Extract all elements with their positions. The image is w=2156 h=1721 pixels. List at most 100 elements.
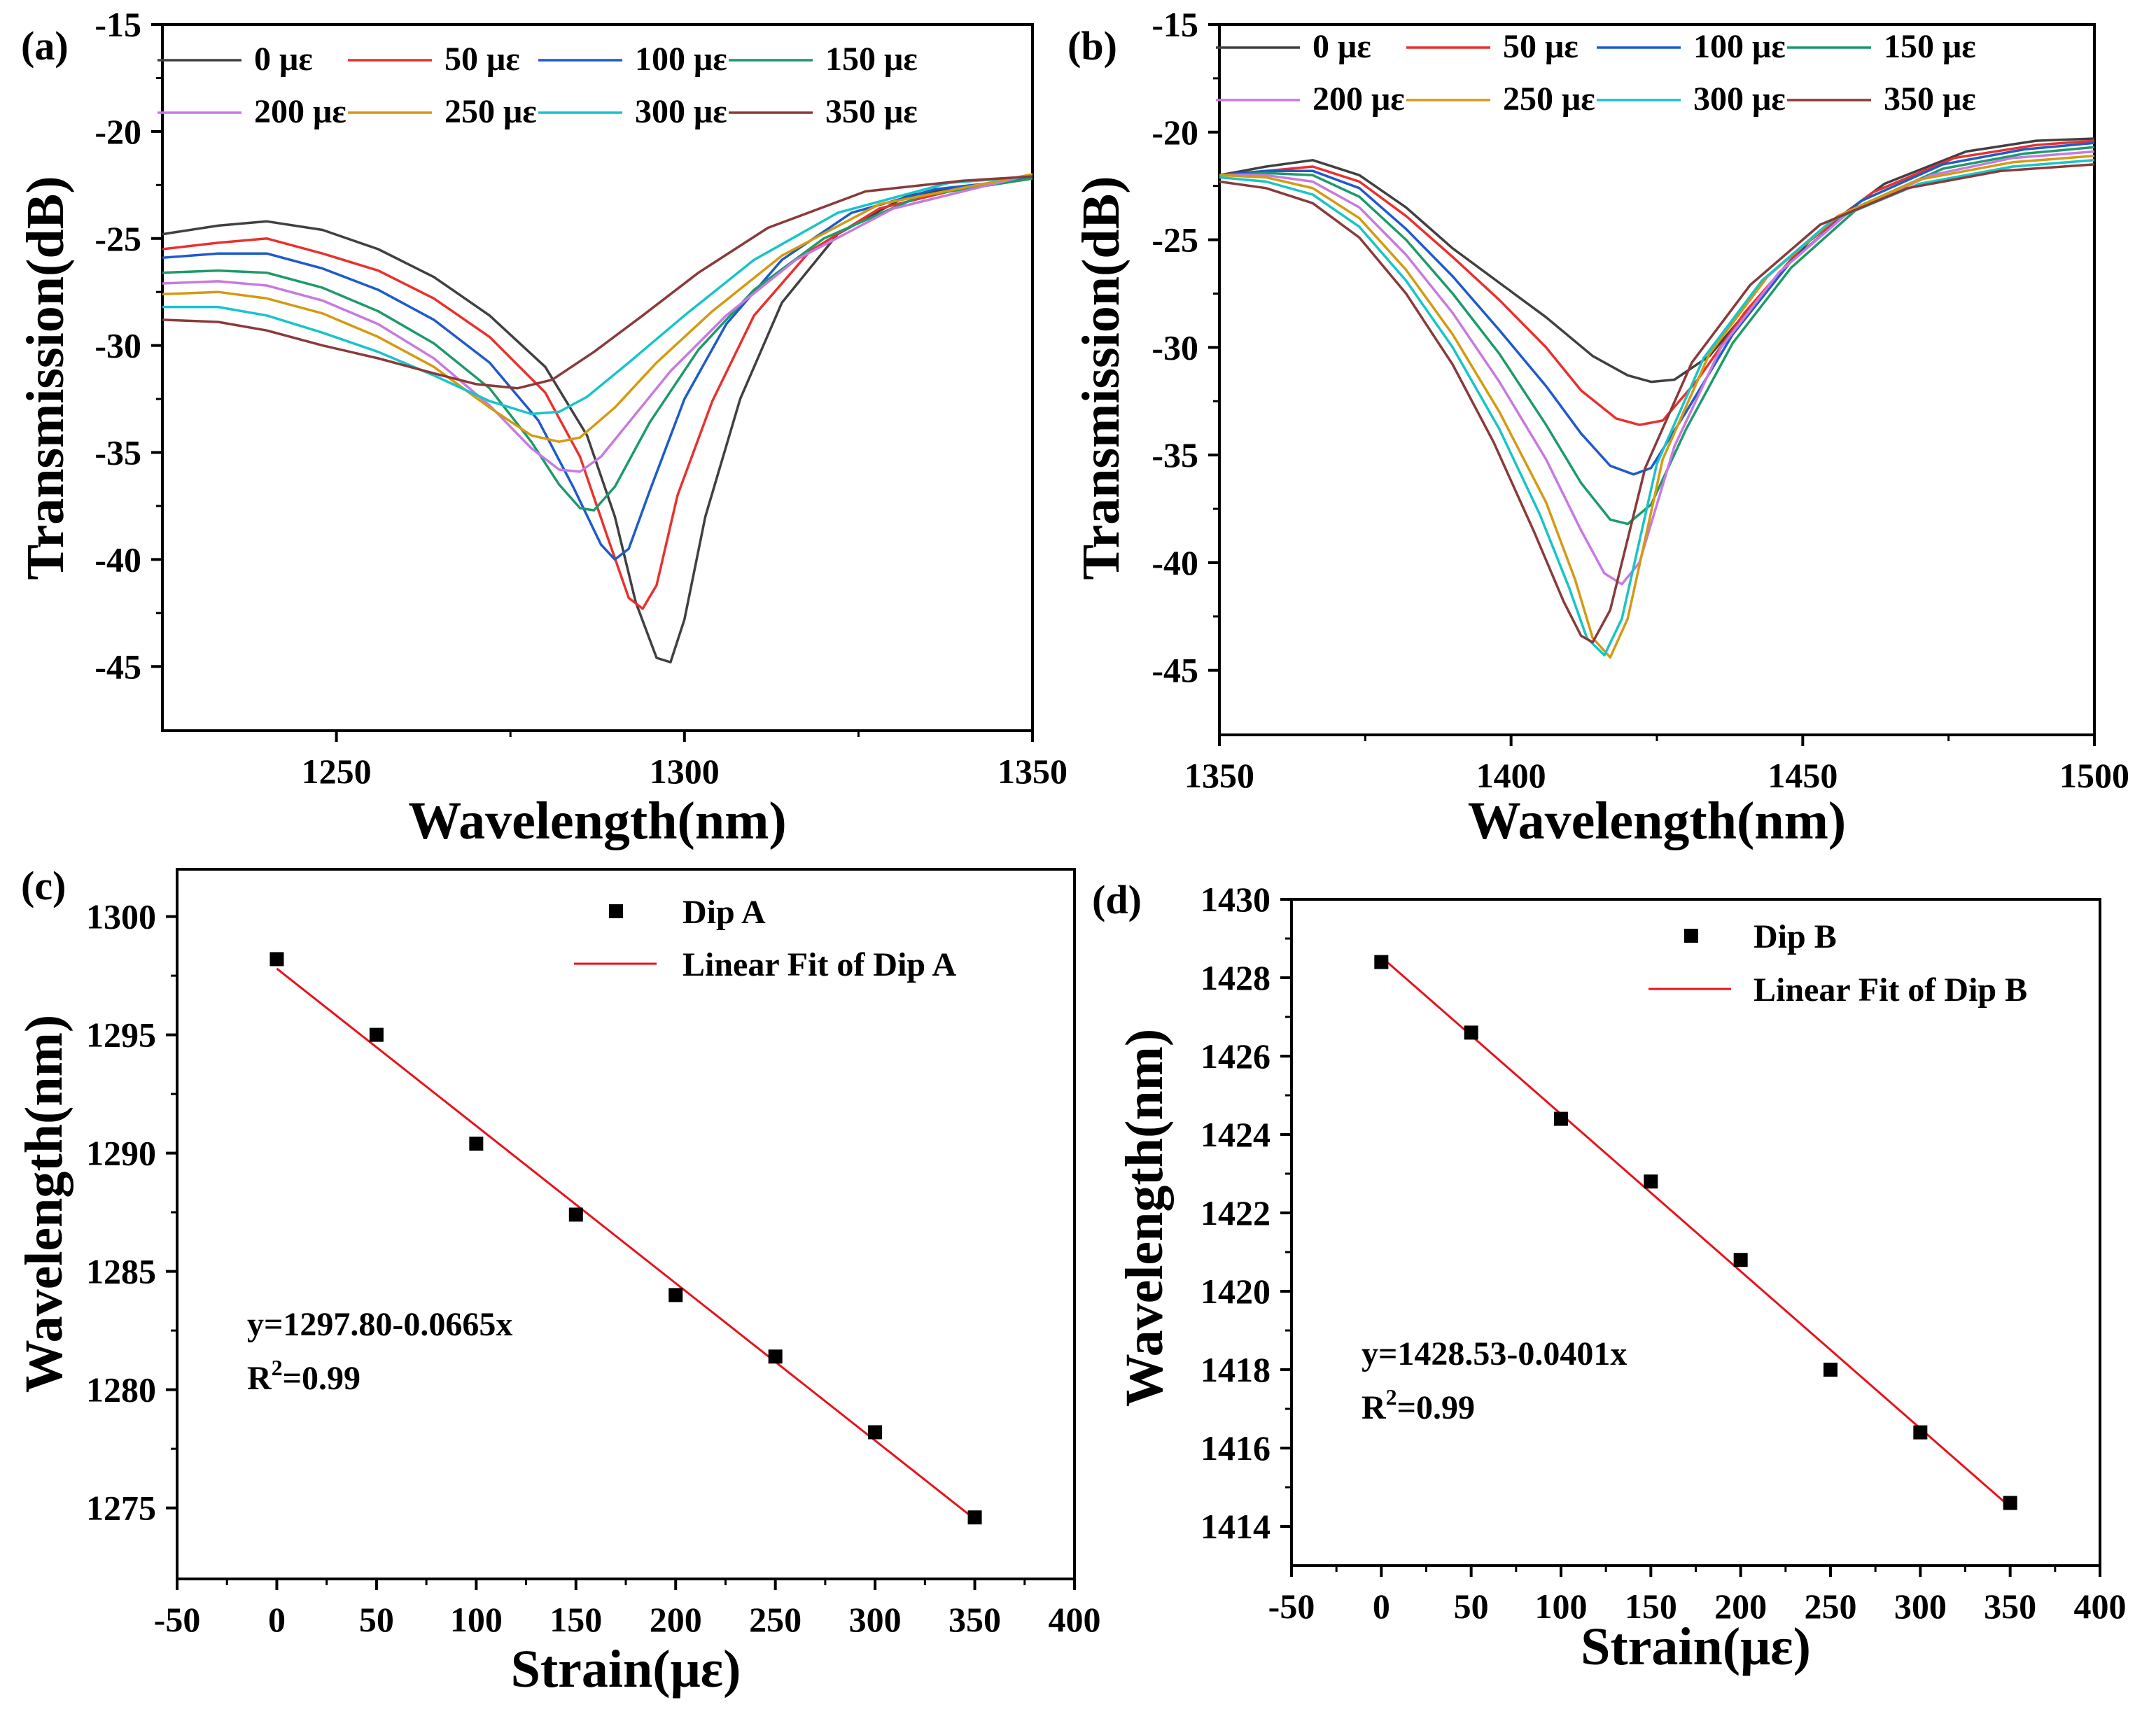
panel-1: 1350 1400 1450 1500 -15 -20 -25 -30 -35 -40 -45 Wav…: [1068, 5, 2129, 850]
x-tick-label: 1400: [1476, 756, 1546, 795]
x-tick-label: -50: [154, 1600, 201, 1639]
x-tick-label: 200: [1714, 1587, 1767, 1626]
plot-frame: [1218, 23, 2096, 736]
series-line-4: [1219, 150, 2094, 586]
legend-label-4: 200 με: [1312, 80, 1405, 118]
x-tick-label: 200: [650, 1600, 702, 1639]
y-tick-label: 1418: [1200, 1350, 1270, 1389]
legend-label-6: 300 με: [635, 93, 727, 130]
x-tick-label: 1300: [650, 752, 720, 791]
x-tick-label: -50: [1268, 1587, 1315, 1626]
y-tick-label: -45: [94, 647, 141, 686]
panel-2: -50 0 50 100 150 200 250 300 350 400 1275 1280 1285 1…: [15, 863, 1101, 1699]
series-line-2: [162, 177, 1032, 561]
y-tick-label: 1295: [86, 1016, 156, 1055]
data-point: [469, 1137, 484, 1151]
series-line-3: [162, 177, 1032, 512]
y-tick-label: -20: [1152, 113, 1198, 152]
panel-label: (d): [1092, 877, 1142, 922]
y-axis-title: Transmission(dB): [16, 176, 75, 579]
x-tick-label: 250: [1805, 1587, 1857, 1626]
y-tick-label: 1275: [86, 1489, 156, 1528]
data-point: [768, 1349, 783, 1364]
x-tick-label: 150: [550, 1600, 602, 1639]
y-tick-label: 1285: [86, 1252, 156, 1291]
series-line-7: [1219, 163, 2094, 644]
legend-label-4: 200 με: [254, 93, 346, 130]
data-point: [270, 952, 284, 967]
legend-label-2: 100 με: [1693, 28, 1786, 65]
y-tick-label: -40: [1152, 543, 1198, 582]
x-tick-label: 100: [1535, 1587, 1588, 1626]
series-line-1: [162, 177, 1032, 610]
series-line-6: [162, 175, 1032, 416]
y-tick-label: 1300: [86, 897, 156, 936]
x-axis-title: Strain(με): [1581, 1617, 1811, 1676]
legend-label-6: 300 με: [1693, 80, 1786, 118]
x-tick-label: 150: [1625, 1587, 1677, 1626]
x-axis-title: Strain(με): [511, 1640, 741, 1699]
data-point: [967, 1510, 982, 1525]
panel-label: (b): [1068, 23, 1117, 69]
y-tick-label: -20: [94, 112, 141, 151]
x-axis-title: Wavelength(nm): [1468, 792, 1846, 850]
data-point: [1913, 1425, 1928, 1440]
data-point: [2003, 1496, 2017, 1510]
legend-label-1: 50 με: [1503, 28, 1578, 65]
y-tick-label: 1414: [1200, 1507, 1270, 1546]
series-line-0: [162, 177, 1032, 663]
series-line-6: [1219, 159, 2094, 656]
r-squared-prefix: R: [1362, 1389, 1387, 1426]
legend-label-5: 250 με: [444, 93, 537, 130]
data-point: [1644, 1174, 1658, 1189]
r-squared-sup: 2: [272, 1355, 283, 1380]
fit-equation: y=1428.53-0.0401x: [1362, 1335, 1627, 1372]
x-tick-label: 1250: [302, 752, 372, 791]
legend-label-points: Dip A: [682, 894, 766, 931]
x-tick-label: 400: [1049, 1600, 1101, 1639]
data-point: [868, 1425, 883, 1440]
data-point: [1374, 955, 1389, 969]
fit-line: [276, 967, 976, 1520]
y-tick-label: -15: [1152, 5, 1198, 44]
data-point: [568, 1207, 583, 1222]
x-tick-label: 1500: [2059, 756, 2129, 795]
y-tick-label: -35: [94, 433, 141, 472]
y-tick-label: -30: [1152, 328, 1198, 367]
series-line-2: [1219, 141, 2094, 476]
series-line-1: [1219, 139, 2094, 426]
legend-marker: [1684, 929, 1698, 943]
series-line-0: [1219, 137, 2094, 384]
x-tick-label: 350: [948, 1600, 1001, 1639]
r-squared-value: =0.99: [283, 1360, 360, 1397]
data-point: [369, 1027, 384, 1042]
panel-label: (a): [21, 23, 69, 69]
legend-label-2: 100 με: [635, 41, 727, 78]
legend-label-0: 0 με: [254, 41, 313, 78]
y-tick-label: 1280: [86, 1370, 156, 1410]
series-line-7: [162, 175, 1032, 390]
data-point: [1823, 1363, 1837, 1377]
y-axis-title: Wavelength(nm): [1115, 1029, 1174, 1407]
y-tick-label: 1416: [1200, 1428, 1270, 1468]
panel-0: 1250 1300 1350 -15 -20 -25 -30 -35 -40 -45 Wavelen…: [16, 5, 1068, 850]
data-point: [1464, 1025, 1478, 1040]
y-tick-label: -45: [1152, 651, 1198, 690]
legend-label-1: 50 με: [444, 41, 520, 78]
x-tick-label: 50: [359, 1600, 394, 1639]
y-tick-label: -35: [1152, 435, 1198, 475]
y-tick-label: -15: [94, 5, 141, 44]
r-squared: R2=0.99: [247, 1355, 360, 1397]
x-tick-label: 400: [2074, 1587, 2127, 1626]
y-tick-label: 1424: [1200, 1115, 1270, 1154]
r-squared: R2=0.99: [1362, 1384, 1475, 1426]
fit-equation: y=1297.80-0.0665x: [247, 1306, 512, 1343]
legend-label-7: 350 με: [825, 93, 918, 130]
x-tick-label: 350: [1984, 1587, 2036, 1626]
data-point: [1733, 1253, 1748, 1267]
data-point: [1554, 1111, 1568, 1126]
y-tick-label: -25: [94, 219, 141, 258]
data-point: [668, 1288, 683, 1302]
legend-label-3: 150 με: [1884, 28, 1976, 65]
